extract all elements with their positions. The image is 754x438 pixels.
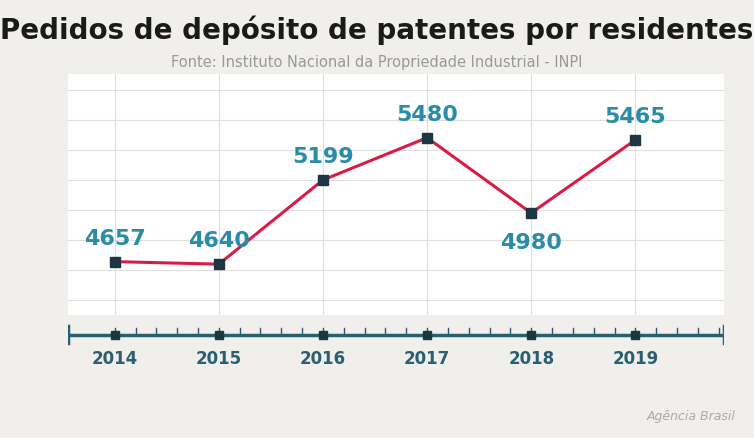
Text: 5199: 5199 [292, 147, 354, 167]
Text: 5480: 5480 [396, 105, 458, 125]
Text: 4657: 4657 [84, 229, 146, 249]
Text: 2016: 2016 [300, 350, 346, 368]
Text: 5465: 5465 [605, 107, 666, 127]
Text: 4640: 4640 [188, 231, 250, 251]
Text: 4980: 4980 [500, 233, 562, 253]
Text: Agência Brasil: Agência Brasil [646, 410, 735, 423]
Text: 2018: 2018 [508, 350, 554, 368]
Text: Fonte: Instituto Nacional da Propriedade Industrial - INPI: Fonte: Instituto Nacional da Propriedade… [171, 55, 583, 70]
Text: 2015: 2015 [196, 350, 242, 368]
Text: 2014: 2014 [91, 350, 138, 368]
Text: 2019: 2019 [612, 350, 658, 368]
Text: 2017: 2017 [404, 350, 450, 368]
Text: Pedidos de depósito de patentes por residentes: Pedidos de depósito de patentes por resi… [0, 15, 754, 45]
